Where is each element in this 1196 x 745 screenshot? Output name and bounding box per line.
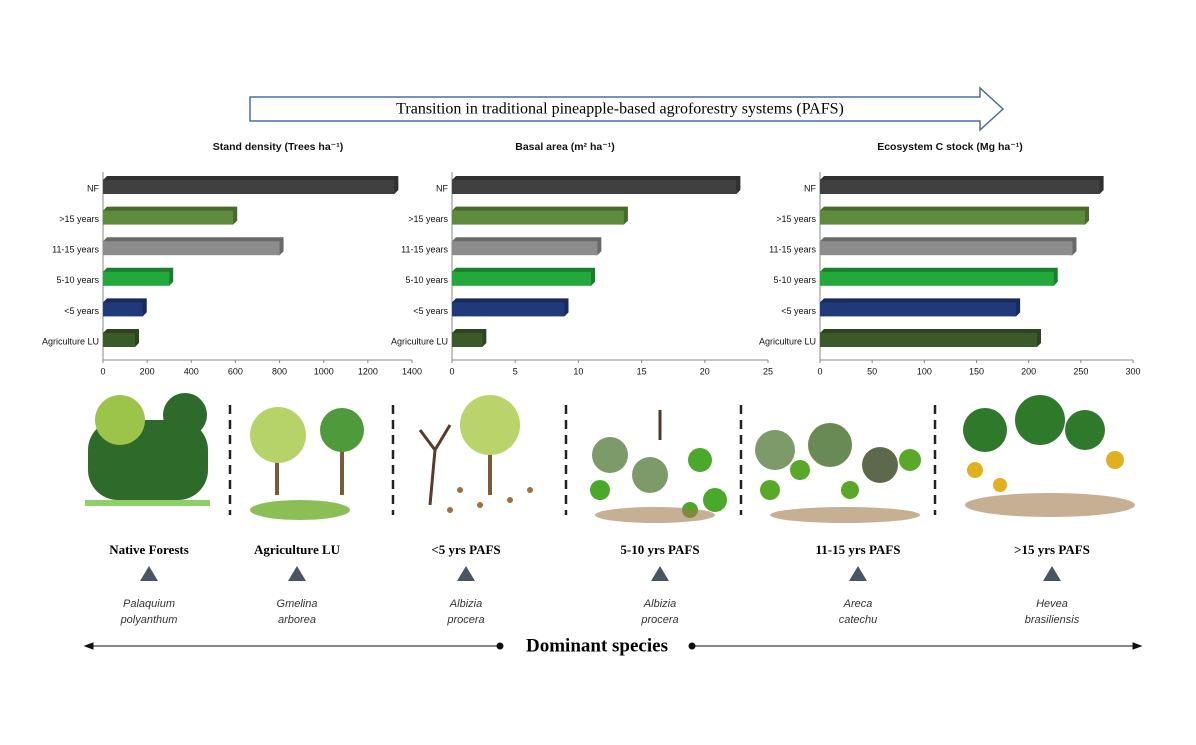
category-label: NF (436, 183, 448, 193)
category-label: 5-10 years (56, 275, 99, 285)
x-tick-label: 50 (867, 366, 877, 376)
stage-label: 5-10 yrs PAFS (620, 542, 699, 557)
species-label: Gmelina (277, 598, 318, 610)
stage-marker (140, 566, 158, 581)
category-label: Agriculture LU (759, 336, 816, 346)
x-tick-label: 150 (969, 366, 984, 376)
stage-marker (1043, 566, 1061, 581)
species-label: Albizia (643, 598, 676, 610)
category-label: 5-10 years (773, 275, 816, 285)
species-label: procera (446, 614, 484, 626)
bar (452, 180, 737, 194)
bar (820, 241, 1073, 256)
stage-label: >15 yrs PAFS (1014, 542, 1090, 557)
x-tick-label: 5 (513, 366, 518, 376)
footer-label: Dominant species (526, 635, 668, 656)
stage-marker (651, 566, 669, 581)
bar (103, 302, 143, 317)
category-label: <5 years (781, 306, 816, 316)
chart-title: Stand density (Trees ha⁻¹) (213, 141, 343, 153)
footer-arrows (83, 642, 1143, 650)
x-tick-label: 15 (637, 366, 647, 376)
x-tick-label: 1400 (402, 366, 422, 376)
species-label: catechu (839, 614, 878, 626)
bar (820, 302, 1017, 317)
category-label: Agriculture LU (391, 336, 448, 346)
bar (452, 271, 592, 286)
x-tick-label: 800 (272, 366, 287, 376)
bar (103, 271, 170, 286)
species-label: Albizia (449, 598, 482, 610)
bar (820, 271, 1054, 286)
category-label: 11-15 years (401, 245, 448, 255)
transition-arrow (249, 86, 1005, 132)
chart-title: Ecosystem C stock (Mg ha⁻¹) (877, 141, 1023, 153)
category-label: 5-10 years (405, 275, 448, 285)
x-tick-label: 600 (228, 366, 243, 376)
bar (820, 333, 1038, 347)
stage-label: 11-15 yrs PAFS (816, 542, 901, 557)
x-tick-label: 250 (1073, 366, 1088, 376)
stage-marker (849, 566, 867, 581)
bar (452, 241, 598, 256)
x-tick-label: 200 (140, 366, 155, 376)
species-label: brasiliensis (1025, 614, 1080, 626)
bar (820, 180, 1100, 194)
bar (452, 210, 624, 225)
category-label: <5 years (64, 306, 99, 316)
bar (452, 302, 565, 317)
x-tick-label: 0 (100, 366, 105, 376)
x-tick-label: 200 (1021, 366, 1036, 376)
category-label: NF (87, 183, 99, 193)
category-label: NF (804, 183, 816, 193)
x-tick-label: 10 (573, 366, 583, 376)
category-label: <5 years (413, 306, 448, 316)
transition-title: Transition in traditional pineapple-base… (396, 101, 844, 118)
separators (228, 405, 937, 515)
x-tick-label: 1000 (314, 366, 334, 376)
bar (103, 333, 136, 347)
x-tick-label: 100 (917, 366, 932, 376)
species-label: procera (640, 614, 678, 626)
category-label: >15 years (408, 214, 448, 224)
stage-label: <5 yrs PAFS (431, 542, 500, 557)
bar (103, 210, 234, 225)
x-tick-label: 400 (184, 366, 199, 376)
category-label: 11-15 years (769, 245, 816, 255)
species-label: arborea (278, 614, 316, 626)
chart-title: Basal area (m² ha⁻¹) (515, 141, 615, 153)
stage-label: Native Forests (109, 542, 189, 557)
bar (103, 180, 395, 194)
species-label: Areca (843, 598, 873, 610)
x-tick-label: 0 (817, 366, 822, 376)
x-tick-label: 300 (1125, 366, 1140, 376)
category-label: >15 years (59, 214, 99, 224)
x-tick-label: 1200 (358, 366, 378, 376)
category-label: Agriculture LU (42, 336, 99, 346)
species-label: Hevea (1036, 598, 1068, 610)
stage-label: Agriculture LU (254, 542, 341, 557)
stage-marker (288, 566, 306, 581)
category-label: 11-15 years (52, 245, 99, 255)
bar (103, 241, 280, 256)
species-label: polyanthum (120, 614, 178, 626)
bar (452, 333, 483, 347)
bar (820, 210, 1086, 225)
x-tick-label: 25 (763, 366, 773, 376)
stage-marker (457, 566, 475, 581)
x-tick-label: 0 (449, 366, 454, 376)
category-label: >15 years (776, 214, 816, 224)
illustrations (85, 393, 1135, 523)
x-tick-label: 20 (700, 366, 710, 376)
species-label: Palaquium (123, 598, 175, 610)
